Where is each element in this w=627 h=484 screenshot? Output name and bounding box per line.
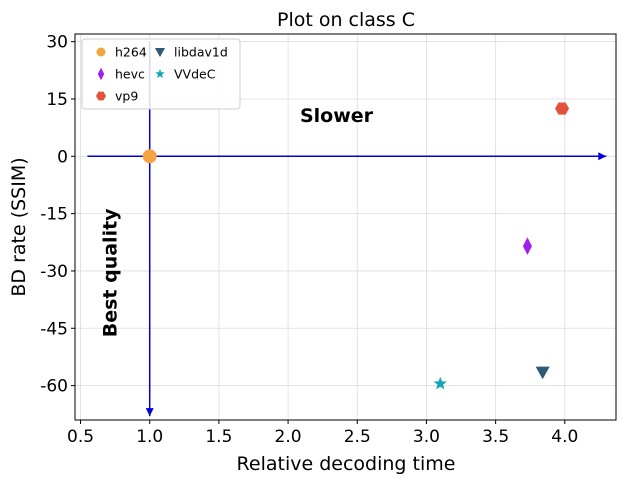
legend-marker-vp9 [96,91,106,101]
point-h264 [142,149,157,164]
chart-title: Plot on class C [277,9,415,31]
y-tick-label: -30 [40,262,68,282]
y-tick-label: -15 [40,205,68,225]
arrow-head-0 [598,152,607,161]
legend-label-vvdec: VVdeC [174,67,216,82]
x-tick-label: 2.5 [344,427,371,447]
x-axis-ticks: 0.5 1.0 1.5 2.0 2.5 3.0 3.5 4.0 [67,420,578,447]
legend-label-vp9: vp9 [115,89,138,104]
x-tick-label: 2.0 [275,427,302,447]
plot-frame [74,33,617,421]
legend-marker-vvdec [155,69,165,79]
point-vvdec [433,376,447,390]
x-tick-label: 4.0 [551,427,578,447]
y-axis-title: BD rate (SSIM) [8,157,30,296]
point-libdav1d [535,366,550,380]
y-axis-ticks: 30 15 0 -15 -30 -45 -60 [40,33,75,397]
x-axis-title: Relative decoding time [237,453,456,475]
y-tick-label: -45 [40,319,68,339]
legend-marker-h264 [96,47,106,57]
legend-label-h264: h264 [115,45,147,60]
x-tick-label: 0.5 [67,427,94,447]
data-points [142,102,570,390]
arrow-head-1 [145,408,154,417]
x-tick-label: 3.5 [482,427,509,447]
y-tick-label: 30 [46,33,68,53]
annotation-best-quality: Best quality [100,208,122,337]
annotations: Slower Best quality [100,105,374,337]
point-hevc [522,237,532,255]
x-tick-label: 3.0 [413,427,440,447]
legend-marker-hevc [97,67,105,81]
y-tick-label: -60 [40,377,68,397]
legend-label-hevc: hevc [115,67,145,82]
legend: h264 hevc vp9 libdav1d VVdeC [81,38,241,110]
y-tick-label: 0 [57,147,68,167]
x-tick-label: 1.5 [205,427,232,447]
legend-marker-libdav1d [155,48,165,57]
point-vp9 [555,102,570,115]
x-tick-label: 1.0 [136,427,163,447]
annotation-slower: Slower [300,105,374,127]
legend-label-libdav1d: libdav1d [174,45,228,60]
y-tick-label: 15 [46,90,68,110]
